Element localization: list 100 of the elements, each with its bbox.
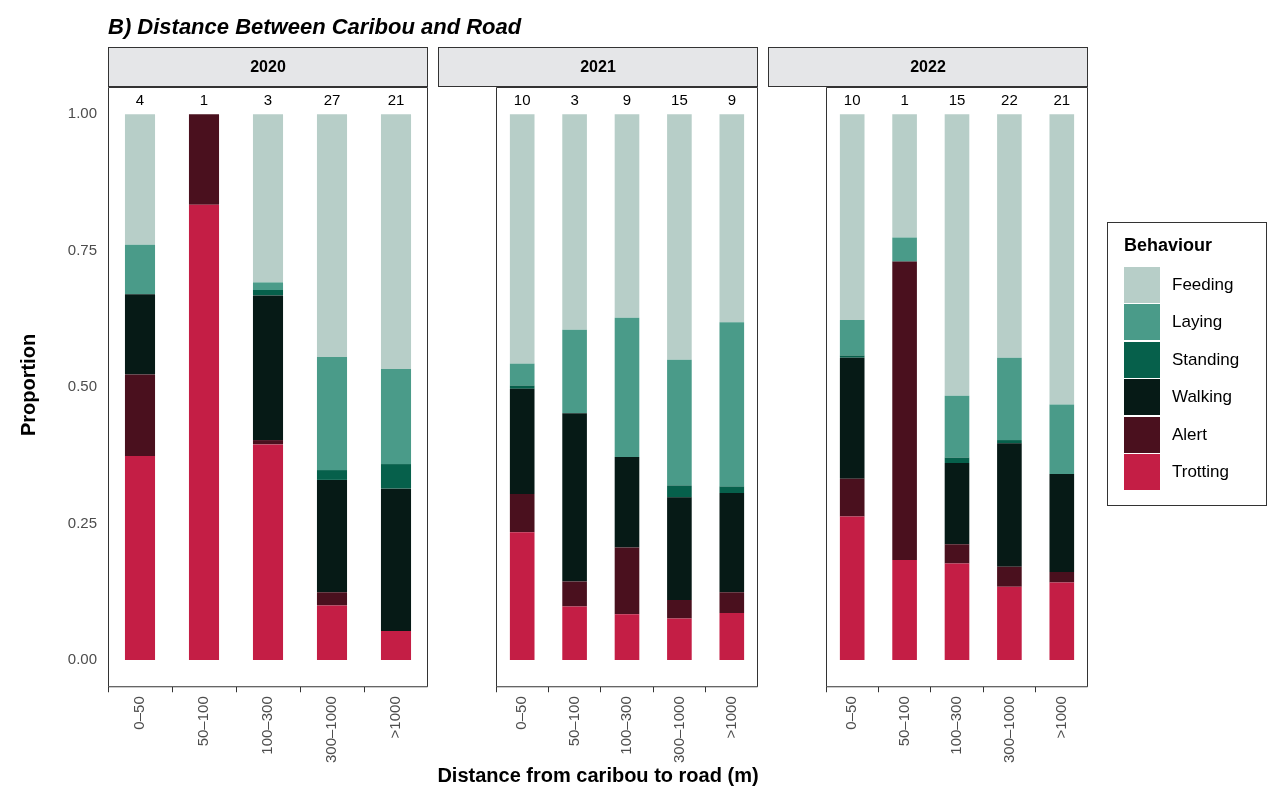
legend-label: Laying — [1172, 312, 1223, 333]
annotation: 1 — [900, 90, 909, 108]
annotation: 21 — [1053, 90, 1071, 108]
x-tick-label: 300–1000 — [669, 696, 687, 764]
bar — [316, 357, 348, 471]
bar — [380, 488, 412, 632]
bar — [944, 457, 970, 463]
bar — [892, 114, 917, 238]
bar — [509, 385, 535, 389]
x-tick-label: 0–50 — [130, 696, 148, 730]
bar — [667, 618, 692, 660]
bar — [997, 443, 1022, 567]
x-tick-label: 50–100 — [894, 696, 912, 747]
x-tick-label: 0–50 — [842, 696, 860, 730]
bar — [1049, 114, 1075, 405]
annotation: 27 — [323, 90, 341, 108]
bar — [252, 295, 284, 441]
bar — [719, 322, 745, 487]
bar — [614, 614, 640, 660]
legend-label: Feeding — [1172, 274, 1234, 295]
bar — [997, 357, 1022, 441]
y-tick-label: 1.00 — [67, 104, 97, 122]
bar — [719, 114, 745, 323]
annotation: 10 — [513, 90, 531, 108]
bar — [667, 359, 692, 486]
bar — [509, 114, 535, 364]
bar — [719, 592, 745, 614]
bar — [124, 114, 156, 245]
bar — [562, 114, 587, 330]
annotation: 21 — [387, 90, 405, 108]
bar — [252, 290, 284, 296]
bar — [124, 244, 156, 295]
bar — [316, 479, 348, 593]
bar — [316, 605, 348, 660]
annotation: 15 — [948, 90, 966, 108]
bar — [892, 237, 917, 262]
chart-subtitle: 2022 — [768, 47, 1088, 87]
annotation: 10 — [843, 90, 861, 108]
x-tick-label: >1000 — [386, 696, 404, 739]
bar — [252, 282, 284, 290]
bar — [839, 478, 865, 517]
bar — [509, 388, 535, 495]
bar — [562, 329, 587, 414]
x-tick-label: 100–300 — [947, 696, 965, 755]
bar — [839, 320, 865, 356]
legend-title: Behaviour — [1124, 235, 1214, 256]
annotation: 15 — [671, 90, 688, 108]
x-tick-label: 300–1000 — [999, 696, 1017, 764]
y-tick-label: 0.00 — [67, 650, 97, 668]
bar — [252, 440, 284, 445]
legend-label: Trotting — [1172, 462, 1230, 483]
bar — [719, 613, 745, 660]
y-tick-label: 0.75 — [67, 240, 97, 258]
x-tick-label: 300–1000 — [322, 696, 340, 764]
bar — [252, 114, 284, 283]
bar — [614, 547, 640, 615]
bar — [124, 294, 156, 375]
bar — [667, 485, 692, 498]
bar — [380, 631, 412, 660]
bar — [1049, 582, 1075, 660]
bar — [1049, 572, 1075, 583]
annotation: 9 — [727, 90, 736, 108]
bar — [944, 395, 970, 458]
annotation: 3 — [570, 90, 579, 108]
annotation: 22 — [1001, 90, 1018, 108]
bar — [667, 599, 692, 619]
bar — [839, 357, 865, 479]
x-tick-label: 100–300 — [258, 696, 276, 755]
legend-label: Alert — [1172, 424, 1207, 445]
x-tick-label: 100–300 — [617, 696, 635, 755]
bar — [188, 204, 220, 660]
chart-title: B) Distance Between Caribou and Road — [108, 14, 522, 40]
bar — [892, 560, 917, 660]
x-axis-title: Distance from caribou to road (m) — [437, 764, 759, 787]
bar — [509, 494, 535, 533]
bar — [124, 455, 156, 660]
bar — [997, 586, 1022, 660]
annotation: 3 — [263, 90, 273, 108]
legend-label: Walking — [1172, 387, 1232, 408]
bar — [562, 413, 587, 582]
x-tick-label: 50–100 — [194, 696, 212, 747]
bar — [719, 493, 745, 593]
bar — [252, 444, 284, 660]
bar — [944, 462, 970, 545]
chart-subtitle: 2021 — [438, 47, 758, 87]
bar — [614, 317, 640, 457]
bar — [614, 114, 640, 318]
bar — [944, 114, 970, 396]
x-tick-label: 0–50 — [512, 696, 530, 730]
bar — [380, 114, 412, 370]
chart-subtitle: 2020 — [108, 47, 428, 87]
bar — [562, 581, 587, 607]
bar — [124, 374, 156, 456]
bar — [997, 440, 1022, 444]
bar — [719, 486, 745, 493]
bar — [614, 456, 640, 548]
bar — [562, 606, 587, 660]
y-axis-title: Proportion — [16, 333, 40, 437]
bar — [667, 114, 692, 360]
bar — [892, 261, 917, 561]
